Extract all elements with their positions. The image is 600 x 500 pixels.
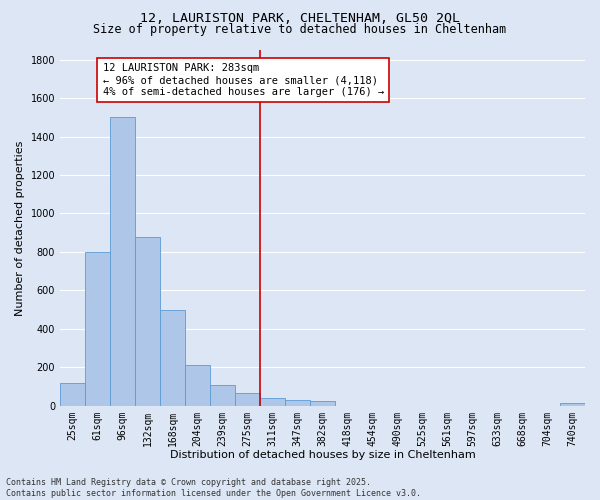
Bar [135,236,160,406]
Bar [285,400,310,406]
Text: 12, LAURISTON PARK, CHELTENHAM, GL50 2QL: 12, LAURISTON PARK, CHELTENHAM, GL50 2QL [140,12,460,26]
Y-axis label: Number of detached properties: Number of detached properties [15,140,25,316]
Bar [560,403,585,406]
Text: Size of property relative to detached houses in Cheltenham: Size of property relative to detached ho… [94,22,506,36]
Bar [260,398,285,406]
Bar [110,118,135,406]
Bar [235,393,260,406]
Text: 12 LAURISTON PARK: 283sqm
← 96% of detached houses are smaller (4,118)
4% of sem: 12 LAURISTON PARK: 283sqm ← 96% of detac… [103,64,384,96]
Bar [210,384,235,406]
Bar [85,252,110,406]
Bar [185,366,210,406]
Text: Contains HM Land Registry data © Crown copyright and database right 2025.
Contai: Contains HM Land Registry data © Crown c… [6,478,421,498]
Bar [60,382,85,406]
Bar [160,310,185,406]
X-axis label: Distribution of detached houses by size in Cheltenham: Distribution of detached houses by size … [170,450,475,460]
Bar [310,401,335,406]
